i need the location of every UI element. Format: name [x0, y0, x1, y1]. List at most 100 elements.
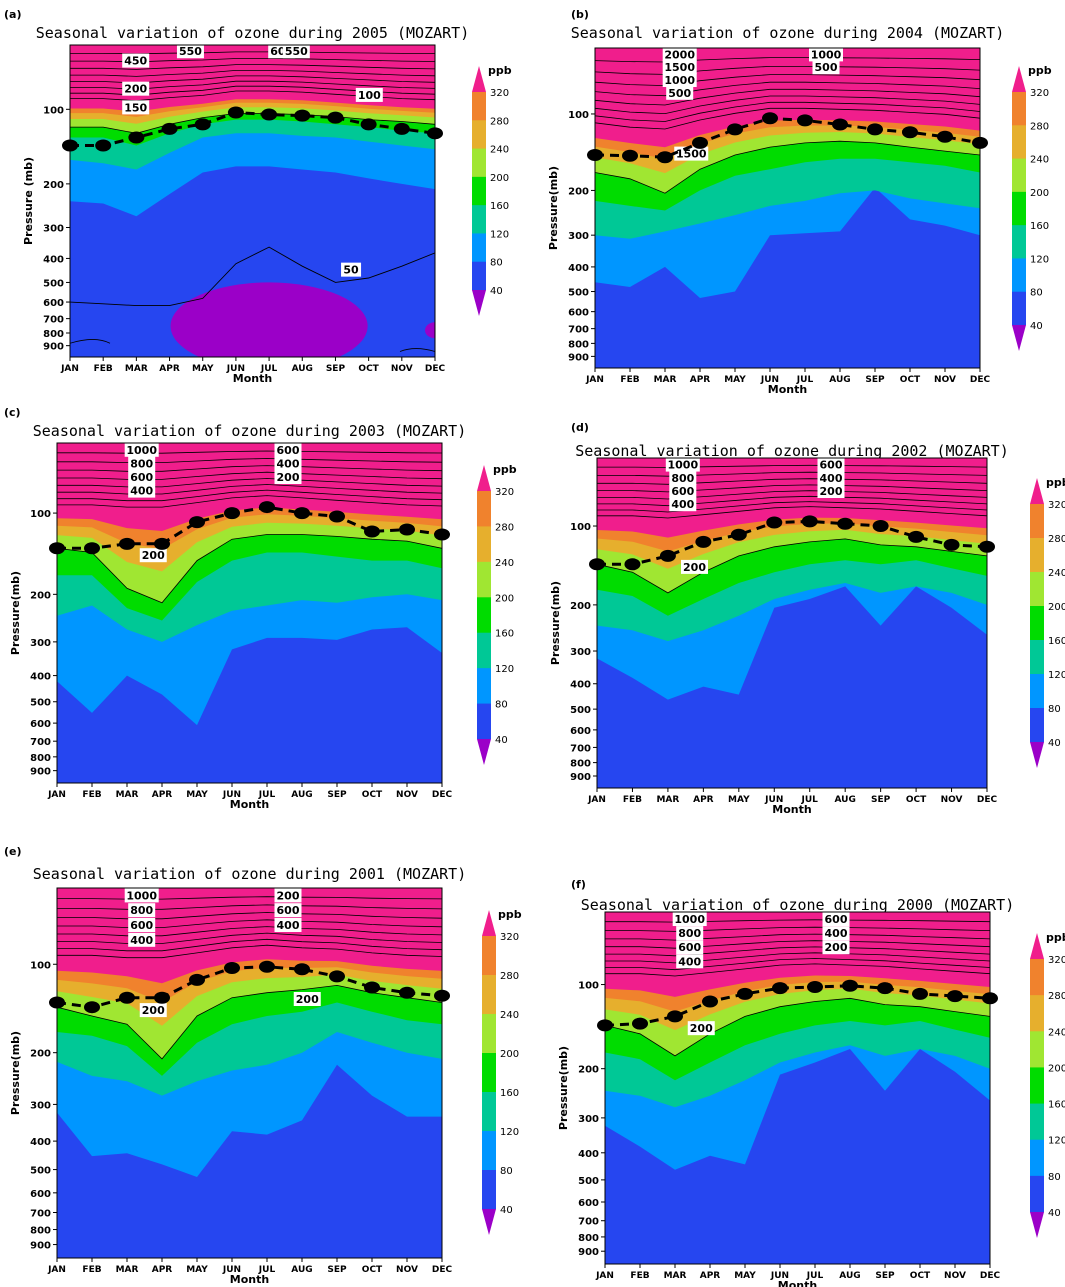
colorbar-unit: ppb	[1028, 64, 1052, 77]
x-tick-label: MAY	[186, 1265, 208, 1275]
x-tick-label: JAN	[587, 795, 606, 805]
panel-d: (d) Seasonal variation of ozone during 20…	[549, 421, 1065, 816]
colorbar: ppb 40 80 120 160 200 240 280 320	[477, 463, 517, 765]
colorbar-segment	[472, 233, 486, 263]
contour-line	[57, 904, 442, 910]
colorbar-level-label: 240	[495, 558, 514, 569]
y-tick-label: 100	[570, 522, 591, 533]
contour-label-bg	[676, 926, 704, 941]
colorbar-segment	[482, 975, 496, 1015]
x-axis-label: Month	[768, 383, 807, 396]
y-tick-label: 700	[30, 1208, 51, 1219]
contour-line	[57, 932, 442, 944]
colorbar-level-label: 280	[490, 116, 509, 127]
colorbar-level-label: 320	[1048, 955, 1065, 966]
tropopause-point-aug	[832, 118, 848, 131]
colorbar-level-label: 200	[490, 173, 509, 184]
x-tick-label: JUL	[258, 790, 276, 800]
x-tick-label: MAR	[656, 795, 679, 805]
tropopause-point-aug	[837, 517, 854, 530]
colorbar-bottom-triangle	[477, 739, 491, 765]
colorbar-segment	[472, 176, 486, 206]
x-tick-label: APR	[690, 375, 711, 385]
x-axis-label: Month	[233, 372, 272, 385]
tropopause-point-mar	[657, 151, 673, 164]
tropopause-point-feb	[632, 1017, 648, 1030]
tropopause-point-feb	[84, 1001, 100, 1014]
tropopause-point-jun	[772, 982, 788, 995]
colorbar: ppb 40 80 120 160 200 240 280 320	[472, 64, 512, 316]
band-below-40	[170, 282, 368, 357]
tropopause-point-oct	[912, 987, 928, 1000]
colorbar-top-triangle	[1030, 933, 1044, 959]
contour-line	[605, 952, 990, 964]
y-tick-label: 700	[30, 737, 51, 748]
tropopause-point-mar	[128, 131, 145, 144]
tropopause-point-jun	[766, 516, 783, 529]
contour-label: 600	[678, 941, 701, 954]
contour-label-bg	[274, 903, 302, 918]
colorbar-level-label: 120	[1030, 254, 1049, 265]
contour-line	[57, 938, 442, 952]
contour-line	[57, 896, 442, 900]
colorbar-segment	[472, 205, 486, 234]
tropopause-point-apr	[695, 535, 712, 548]
colorbar-segment	[1012, 92, 1026, 126]
colorbar-level-label: 200	[1030, 188, 1049, 199]
contour-label: 800	[130, 904, 153, 917]
contour-line	[597, 501, 987, 513]
colorbar-level-label: 120	[495, 664, 514, 675]
contour-label: 400	[130, 485, 153, 498]
x-axis-label: Month	[772, 803, 811, 816]
contour-line	[597, 490, 987, 500]
colorbar-segment	[1030, 572, 1044, 607]
colorbar-segment	[1012, 225, 1026, 259]
y-axis-label: Pressure(mb)	[549, 581, 562, 665]
tropopause-point-feb	[622, 149, 638, 162]
x-tick-label: JAN	[595, 1271, 614, 1281]
tropopause-point-sep	[867, 123, 883, 136]
x-tick-label: MAR	[116, 1265, 139, 1275]
colorbar-level-label: 160	[1030, 221, 1049, 232]
colorbar-level-label: 40	[490, 286, 503, 297]
y-axis-label: Pressure(mb)	[9, 1031, 22, 1115]
colorbar-level-label: 80	[1030, 288, 1043, 299]
colorbar-segment	[1030, 1067, 1044, 1105]
colorbar-level-label: 120	[1048, 1136, 1065, 1147]
contour-line	[595, 81, 980, 97]
x-tick-label: MAY	[186, 790, 208, 800]
colorbar-level-label: 80	[500, 1166, 513, 1177]
colorbar-level-label: 160	[1048, 1100, 1065, 1111]
contour-label: 450	[124, 55, 147, 68]
tropopause-point-jul	[807, 980, 823, 993]
contour-label: 400	[671, 498, 694, 511]
colorbar-segment	[1030, 708, 1044, 743]
contour-label: 400	[130, 934, 153, 947]
x-tick-label: JUL	[806, 1271, 824, 1281]
contour-label-bg	[122, 100, 150, 115]
contour-label-bg	[282, 44, 310, 59]
tropopause-point-nov	[943, 538, 960, 551]
colorbar-bottom-triangle	[1030, 1212, 1044, 1238]
colorbar-level-label: 40	[500, 1205, 513, 1216]
colorbar-bottom-triangle	[1012, 325, 1026, 351]
colorbar: ppb 40 80 120 160 200 240 280 320	[482, 908, 522, 1235]
contour-label: 800	[671, 472, 694, 485]
contour-label: 1500	[676, 148, 707, 161]
tropopause-point-oct	[908, 530, 925, 543]
y-tick-label: 900	[570, 772, 591, 783]
contour-label-bg	[822, 912, 850, 927]
contour-line	[57, 489, 442, 502]
y-tick-label: 500	[570, 705, 591, 716]
contour-label: 400	[825, 927, 848, 940]
panel-letter: (d)	[571, 421, 589, 434]
colorbar-segment	[1030, 1103, 1044, 1141]
colorbar-level-label: 40	[1048, 1208, 1061, 1219]
tropopause-point-feb	[95, 139, 112, 152]
plot-area	[597, 458, 987, 788]
x-tick-label: JUL	[260, 364, 278, 374]
contour-line	[595, 95, 980, 115]
tropopause-point-jun	[224, 962, 240, 975]
contour-label: 50	[343, 264, 359, 277]
colorbar-level-label: 40	[1030, 321, 1043, 332]
